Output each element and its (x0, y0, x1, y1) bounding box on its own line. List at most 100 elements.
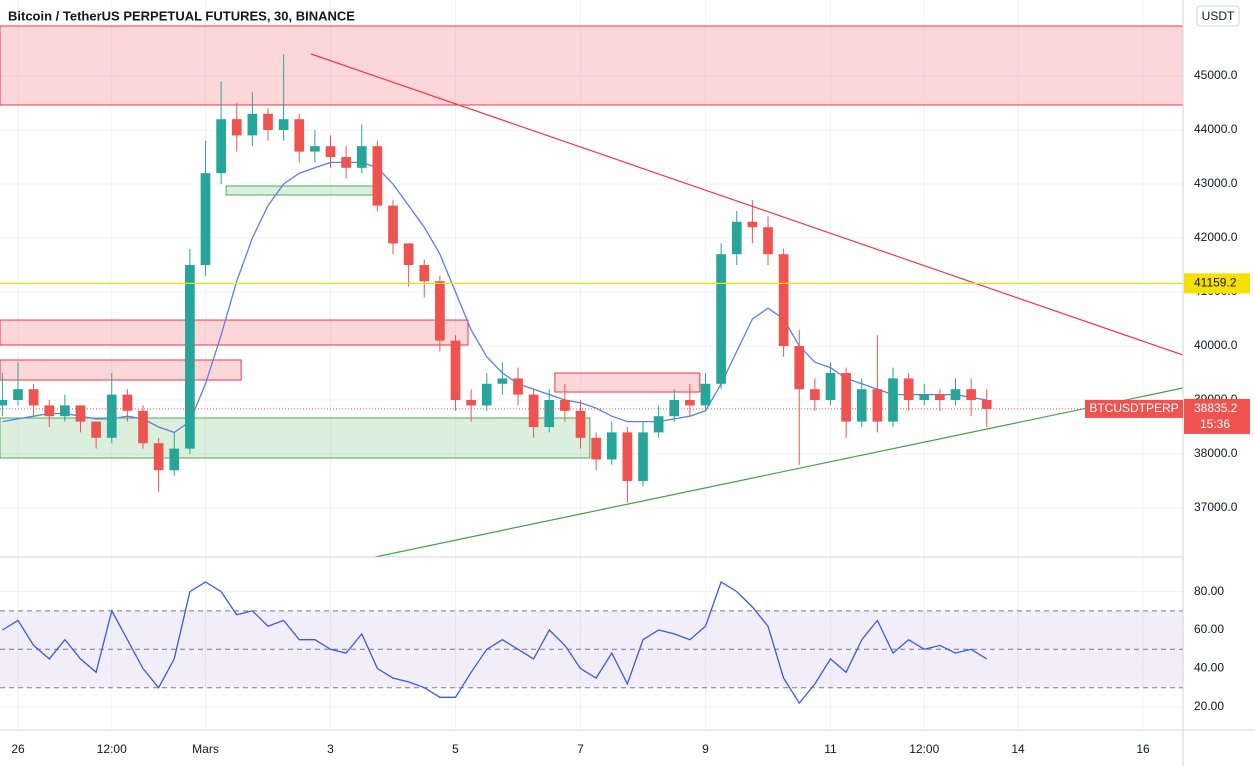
candle-body (372, 146, 383, 206)
candle-body (200, 173, 211, 265)
candle-body (575, 410, 586, 438)
zone (0, 319, 469, 346)
candle-body (966, 389, 976, 401)
moving-average (2, 161, 987, 434)
candle-body (685, 400, 695, 406)
candle-body (247, 113, 258, 136)
rsi-band (0, 610, 1183, 688)
zone (0, 417, 591, 459)
symbol-label-bg (1085, 399, 1183, 418)
candle-body (263, 113, 273, 130)
countdown-label: 15:36 (1200, 417, 1230, 431)
zone (225, 185, 376, 196)
candle-body (528, 394, 539, 428)
candle-body (716, 254, 726, 384)
candle-body (13, 389, 23, 401)
candle-body (841, 373, 851, 422)
candle-body (91, 421, 101, 438)
x-tick-label: 26 (11, 742, 25, 756)
candle-body (294, 119, 305, 152)
candle-body (216, 119, 226, 174)
candle-body (935, 394, 945, 401)
rsi-pane (0, 557, 1183, 730)
candle-body (450, 340, 461, 401)
candle-body (513, 378, 523, 395)
candle-body (75, 405, 86, 422)
price-label-bg (1184, 398, 1250, 434)
candle-body (185, 264, 195, 449)
symbol-label: BTCUSDTPERP (1089, 401, 1178, 415)
candle-body (950, 389, 961, 401)
chart-title: Bitcoin / TetherUS PERPETUAL FUTURES, 30… (8, 8, 355, 23)
candle-body (560, 400, 570, 411)
x-tick-label: Mars (192, 742, 219, 756)
candle-body (810, 389, 820, 401)
candle-body (888, 378, 898, 422)
candle-body (731, 221, 742, 255)
x-tick-label: 12:00 (97, 742, 127, 756)
x-tick-label: 9 (702, 742, 709, 756)
candle-body (763, 227, 773, 255)
rsi-line (2, 581, 988, 705)
currency-label[interactable]: USDT (1202, 9, 1235, 23)
candle-body (106, 394, 117, 438)
candle-body (856, 389, 867, 422)
x-tick-label: 12:00 (909, 742, 939, 756)
candle-body (231, 119, 242, 136)
currency-button[interactable] (1196, 5, 1240, 27)
candle-body (653, 416, 664, 433)
candle-body (60, 405, 70, 417)
candle-body (638, 432, 648, 482)
candle-body (356, 146, 367, 168)
rsi-tick-label: 20.00 (1194, 699, 1224, 713)
trend-line (310, 53, 1183, 356)
candle-body (388, 205, 398, 244)
candle-body (466, 400, 476, 406)
y-tick-label: 45000.0 (1194, 68, 1238, 82)
candle-body (122, 394, 133, 411)
y-tick-label: 38000.0 (1194, 446, 1238, 460)
x-tick-label: 7 (577, 742, 584, 756)
candle-body (138, 410, 148, 444)
candle-body (903, 378, 914, 401)
price-pane (0, 0, 1183, 557)
zone (0, 359, 242, 381)
candle-body (919, 394, 930, 401)
y-tick-label: 43000.0 (1194, 176, 1238, 190)
candle-body (169, 448, 180, 471)
level-label: 41159.2 (1194, 276, 1237, 290)
x-tick-label: 3 (327, 742, 334, 756)
x-tick-label: 16 (1136, 742, 1150, 756)
candle-body (497, 378, 508, 384)
candle-body (435, 281, 445, 341)
candle-body (481, 383, 492, 406)
candle-body (825, 373, 836, 401)
x-tick-label: 5 (452, 742, 459, 756)
candle-body (44, 405, 55, 417)
candle-body (28, 389, 39, 406)
candle-body (0, 400, 8, 406)
candle-body (591, 437, 601, 460)
x-tick-label: 14 (1011, 742, 1025, 756)
candle-body (747, 221, 758, 228)
candle-body (153, 443, 164, 471)
rsi-tick-label: 40.00 (1194, 661, 1224, 675)
level-label-bg (1184, 273, 1250, 294)
candle-body (606, 432, 617, 460)
candle-body (981, 400, 992, 409)
trend-line (374, 387, 1183, 557)
candle-body (794, 346, 805, 390)
candle-body (341, 156, 351, 168)
candle-body (419, 264, 430, 282)
y-tick-label: 37000.0 (1194, 500, 1238, 514)
rsi-tick-label: 60.00 (1194, 622, 1224, 636)
candle-body (310, 146, 320, 152)
candle-body (325, 146, 336, 157)
candle-body (278, 119, 289, 130)
candle-body (669, 400, 680, 417)
rsi-tick-label: 80.00 (1194, 584, 1224, 598)
zone (0, 25, 1183, 106)
